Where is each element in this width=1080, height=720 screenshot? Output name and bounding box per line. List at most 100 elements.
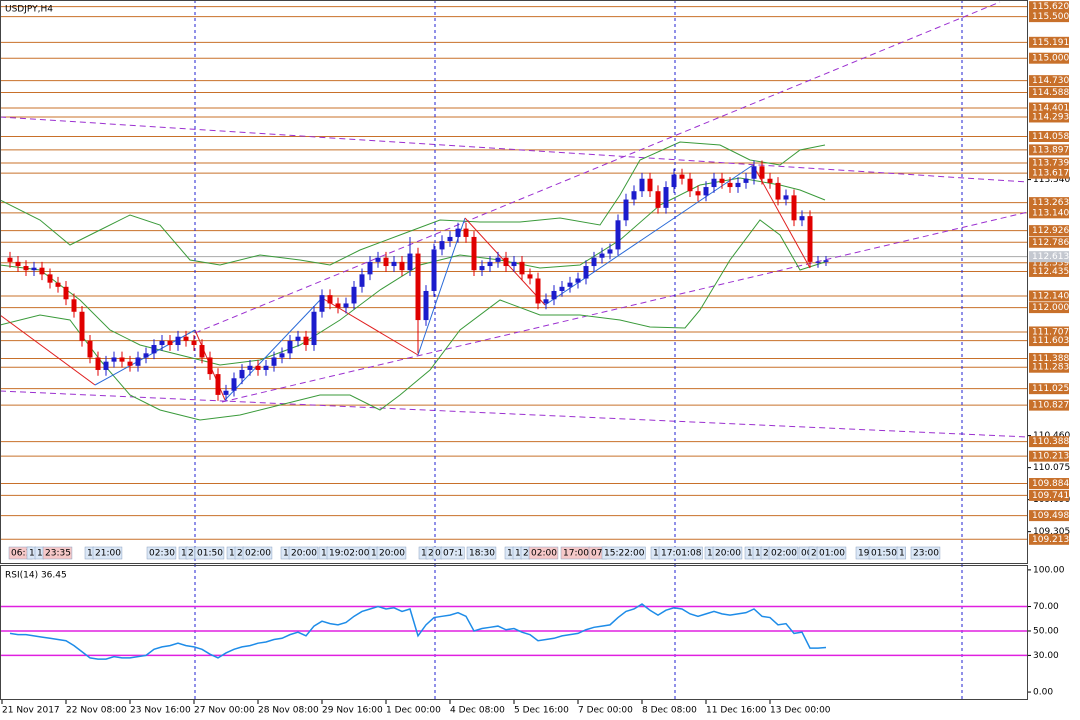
candle-body [639,178,645,192]
level-box [1029,52,1069,64]
x-tick-label: 11 Dec 16:00 [706,706,767,716]
candle-body [655,191,661,208]
order-label: 1 [653,549,659,559]
candle-body [199,345,205,358]
level-box [1029,510,1069,522]
level-label: 111.707 [1032,327,1069,337]
candle-layer [7,160,829,401]
order-box [658,546,703,560]
order-label: 1 [181,549,187,559]
candle-body [87,340,93,358]
candle-body [799,216,805,221]
level-box [1029,167,1069,179]
trend-lines [0,1,1029,438]
order-box [816,546,847,560]
level-box [1029,335,1069,347]
candle-body [543,299,549,304]
candle-body [519,261,525,275]
candle-body [231,378,237,391]
order-label: 19:02:00 [329,549,370,559]
candle-body [383,257,389,267]
level-label: 113.263 [1032,198,1069,208]
candle-body [647,178,653,192]
order-label: 1 [755,549,761,559]
x-tick-label: 22 Nov 08:00 [66,706,127,716]
order-box [194,546,225,560]
candle-body [471,236,477,271]
main-frame [0,0,1028,564]
order-label: 1 [371,549,377,559]
candle-body [719,178,725,183]
candle-body [103,361,109,370]
candle-body [207,357,213,375]
candle-body [671,174,677,188]
y-tick-label: 113.540 [1033,175,1070,185]
order-label: 02:00 [245,549,271,559]
order-label: 17:01:08 [661,549,702,559]
order-box [910,546,941,560]
y-tick-label: 110.075 [1033,463,1070,473]
level-box [1029,157,1069,169]
order-label: 01:50 [197,549,223,559]
frames [0,0,1028,700]
order-box [185,546,195,560]
level-label: 112.000 [1032,303,1069,313]
candle-body [511,261,517,267]
candle-body [615,220,621,250]
order-label: 01:50 [871,549,897,559]
level-box [1029,225,1069,237]
candle-body [239,369,245,379]
candle-body [727,182,733,188]
level-box [1029,450,1069,462]
order-box [146,546,177,560]
candle-body [319,295,325,312]
order-label: 1 [283,549,289,559]
candle-body [183,336,189,341]
y-tick-label: 109.305 [1033,527,1070,537]
band-upper [0,141,826,266]
period-separators [194,0,963,700]
candle-body [607,249,613,254]
order-box [768,546,799,560]
level-box [1029,11,1069,23]
level-box [1029,207,1069,219]
order-label: 06:1 [11,549,31,559]
order-label: 1 [507,549,513,559]
trend-line [194,1,1001,334]
zigzag-leg [224,297,323,401]
candle-body [423,290,429,321]
level-box [1029,131,1069,143]
order-box [896,546,906,560]
order-label: 02:00 [531,549,557,559]
x-tick-label: 28 Nov 08:00 [258,706,319,716]
order-label: 1 [87,549,93,559]
x-tick-label: 21 Nov 2017 [2,706,60,716]
candle-body [783,195,789,200]
level-box [1029,111,1069,123]
order-label: 1 [747,549,753,559]
candle-body [567,282,573,287]
candle-body [295,336,301,341]
x-tick-label: 29 Nov 16:00 [322,706,383,716]
candle-body [335,303,341,308]
trend-line [0,390,1029,438]
level-label: 111.283 [1032,363,1069,373]
candle-body [95,357,101,370]
candle-body [23,266,29,271]
order-label: 21:00 [95,549,121,559]
level-label: 110.388 [1032,437,1069,447]
level-box [1029,75,1069,87]
level-label: 112.140 [1032,291,1069,301]
x-tick-label: 13 Dec 00:00 [770,706,831,716]
x-tick-label: 7 Dec 00:00 [578,706,633,716]
candle-body [351,286,357,304]
candle-body [751,166,757,179]
level-box [1029,399,1069,411]
order-label: 18:30 [469,549,495,559]
x-tick-label: 27 Nov 00:00 [194,706,255,716]
level-label: 112.926 [1032,226,1069,236]
candle-body [271,357,277,366]
candle-body [311,311,317,346]
candle-body [599,253,605,258]
